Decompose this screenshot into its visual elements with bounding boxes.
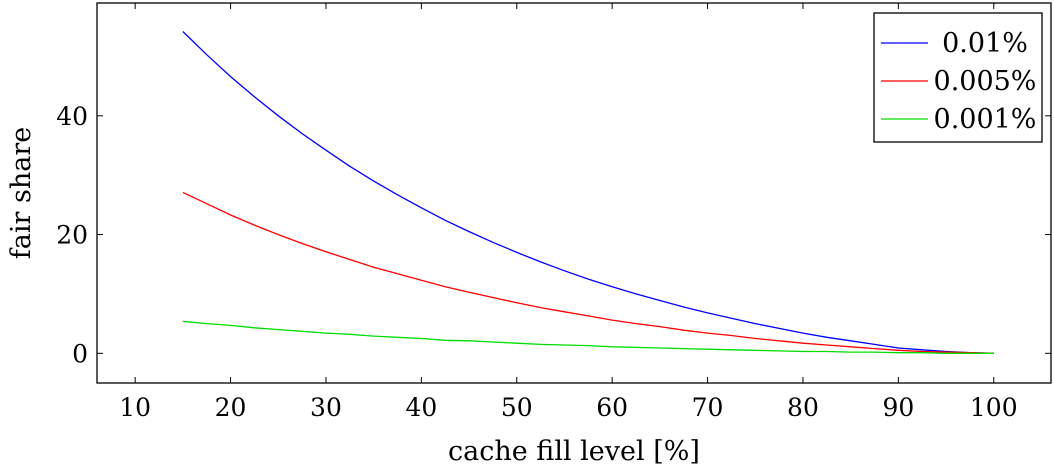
x-tick-label: 70 bbox=[692, 393, 724, 422]
series-lines bbox=[182, 31, 994, 354]
plot-frame bbox=[96, 2, 1052, 384]
series-line-3 bbox=[182, 320, 994, 354]
y-tick-label: 20 bbox=[56, 221, 88, 250]
legend-label-2: 0.005% bbox=[934, 66, 1037, 97]
legend: 0.01% 0.005% 0.001% bbox=[873, 12, 1043, 143]
legend-box bbox=[873, 12, 1043, 143]
x-tick-label: 30 bbox=[310, 393, 342, 422]
x-tick-label: 60 bbox=[596, 393, 628, 422]
series-line-2 bbox=[182, 191, 994, 354]
x-tick-label: 50 bbox=[501, 393, 533, 422]
y-tick-label: 0 bbox=[72, 339, 88, 368]
x-tick-label: 100 bbox=[970, 393, 1018, 422]
x-tick-label: 80 bbox=[787, 393, 819, 422]
x-tick-label: 20 bbox=[215, 393, 247, 422]
y-tick-label: 40 bbox=[56, 102, 88, 131]
x-tick-label: 90 bbox=[882, 393, 914, 422]
legend-label-1: 0.01% bbox=[942, 28, 1028, 59]
axis-ticks: 10 20 30 40 50 60 70 80 90 100 0 20 40 bbox=[56, 3, 1051, 422]
y-axis-label: fair share bbox=[6, 127, 37, 259]
x-tick-label: 10 bbox=[119, 393, 151, 422]
series-line-1 bbox=[182, 31, 994, 354]
legend-label-3: 0.001% bbox=[934, 104, 1037, 135]
x-tick-label: 40 bbox=[405, 393, 437, 422]
x-axis-label: cache fill level [%] bbox=[448, 436, 700, 467]
